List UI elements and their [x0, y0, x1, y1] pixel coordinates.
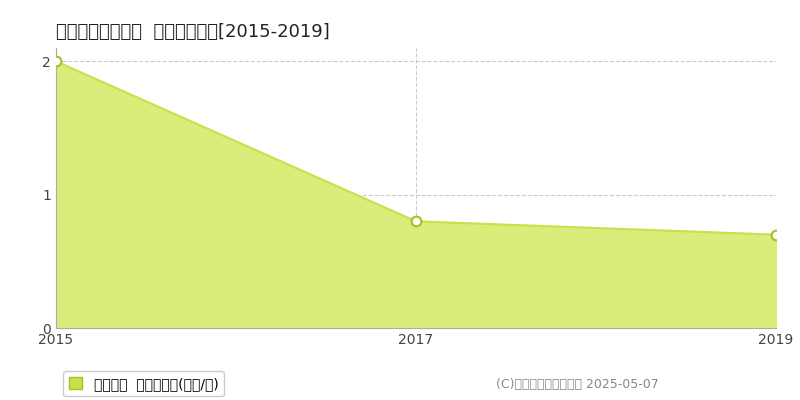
Text: (C)土地価格ドットコム 2025-05-07: (C)土地価格ドットコム 2025-05-07 [496, 378, 658, 391]
Text: 高島市マキノ町下  土地価格推移[2015-2019]: 高島市マキノ町下 土地価格推移[2015-2019] [56, 23, 330, 41]
Legend: 土地価格  平均坪単価(万円/坪): 土地価格 平均坪単価(万円/坪) [63, 371, 224, 396]
